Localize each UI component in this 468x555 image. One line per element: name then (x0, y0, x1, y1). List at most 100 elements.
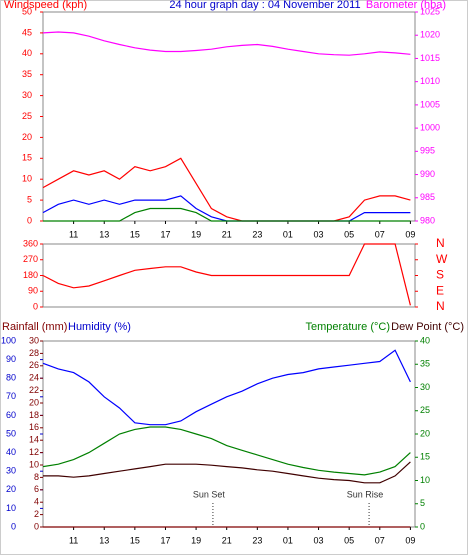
y-tick-label: 45 (22, 27, 32, 37)
y-tick-label: 2 (34, 509, 39, 519)
y-tick-label: 180 (23, 270, 38, 280)
y-tick-label: E (436, 283, 444, 297)
y-tick-label: 30 (6, 466, 16, 476)
y-tick-label: 15 (22, 153, 32, 163)
y-tick-label: 0 (420, 521, 425, 531)
y-tick-label: 80 (6, 373, 16, 383)
x-tick-label: 21 (222, 535, 232, 545)
x-tick-label: 11 (69, 535, 78, 545)
y-tick-label: 90 (28, 286, 38, 296)
x-tick-label: 05 (344, 229, 354, 239)
y-tick-label: 40 (22, 48, 32, 58)
y-tick-label: 10 (29, 459, 39, 469)
y-tick-label: 0 (34, 521, 39, 531)
y-tick-label: 0 (33, 301, 38, 311)
annotation: Sun Set (193, 489, 226, 499)
y-tick-label: 8 (34, 472, 39, 482)
y-tick-label: 1025 (420, 6, 440, 16)
x-tick-label: 07 (375, 229, 385, 239)
x-tick-label: 03 (314, 535, 324, 545)
x-tick-label: 19 (191, 535, 201, 545)
chart-title: 24 hour graph day : 04 November 2011 (169, 0, 360, 11)
y-tick-label: 1020 (420, 30, 440, 40)
y-tick-label: 1010 (420, 76, 440, 86)
x-tick-label: 09 (405, 229, 415, 239)
y-tick-label: 4 (34, 497, 39, 507)
series-line (42, 157, 411, 222)
y-tick-label: 12 (29, 447, 39, 457)
y-tick-label: 20 (22, 132, 32, 142)
x-tick-label: 23 (252, 229, 262, 239)
y-tick-label: W (436, 252, 448, 266)
barometer-label: Barometer (hba) (366, 0, 446, 11)
x-tick-label: 21 (222, 229, 232, 239)
y-tick-label: 16 (29, 422, 39, 432)
y-tick-label: 360 (23, 238, 38, 248)
y-tick-label: 0 (11, 521, 16, 531)
y-tick-label: 20 (6, 484, 16, 494)
y-tick-label: 35 (22, 69, 32, 79)
y-tick-label: 28 (29, 348, 39, 358)
x-tick-label: 19 (191, 229, 201, 239)
dewpoint-label: Dew Point (°C) (391, 321, 464, 333)
y-tick-label: 60 (6, 410, 16, 420)
y-tick-label: 50 (22, 6, 32, 16)
series-line (42, 31, 411, 56)
y-tick-label: 25 (22, 111, 32, 121)
annotation: Sun Rise (347, 489, 384, 499)
y-tick-label: 100 (1, 335, 16, 345)
x-tick-label: 23 (252, 535, 262, 545)
y-tick-label: 30 (29, 335, 39, 345)
y-tick-label: 30 (22, 90, 32, 100)
y-tick-label: 10 (22, 174, 32, 184)
x-tick-label: 03 (314, 229, 324, 239)
x-tick-label: 01 (283, 535, 293, 545)
y-tick-label: 1000 (420, 122, 440, 132)
y-tick-label: 50 (6, 428, 16, 438)
y-tick-label: 30 (420, 382, 430, 392)
y-tick-label: 90 (6, 354, 16, 364)
humidity-label: Humidity (%) (68, 321, 131, 333)
temperature-label: Temperature (°C) (306, 321, 390, 333)
x-tick-label: 15 (130, 229, 140, 239)
y-tick-label: 980 (420, 215, 435, 225)
rainfall-label: Rainfall (mm) (2, 321, 67, 333)
x-tick-label: 17 (160, 535, 170, 545)
x-tick-label: 13 (99, 535, 109, 545)
y-tick-label: 10 (6, 503, 16, 513)
x-tick-label: 15 (130, 535, 140, 545)
y-tick-label: S (436, 268, 444, 282)
y-tick-label: 70 (6, 391, 16, 401)
y-tick-label: 1015 (420, 53, 440, 63)
y-tick-label: 5 (420, 498, 425, 508)
series-line (43, 461, 411, 484)
series-line (42, 426, 411, 476)
y-tick-label: 5 (27, 194, 32, 204)
x-tick-label: 07 (375, 535, 385, 545)
x-tick-label: 13 (99, 229, 109, 239)
y-tick-label: 985 (420, 192, 435, 202)
x-tick-label: 05 (344, 535, 354, 545)
x-tick-label: 11 (69, 229, 78, 239)
y-tick-label: 40 (420, 335, 430, 345)
y-tick-label: N (436, 236, 445, 250)
series-line (42, 349, 411, 426)
y-tick-label: 22 (29, 385, 39, 395)
y-tick-label: 6 (34, 484, 39, 494)
x-tick-label: 17 (160, 229, 170, 239)
y-tick-label: 995 (420, 146, 435, 156)
y-tick-label: 24 (29, 373, 39, 383)
y-tick-label: 26 (29, 360, 39, 370)
y-tick-label: 20 (420, 428, 430, 438)
y-tick-label: 270 (23, 254, 38, 264)
series-line (42, 243, 411, 306)
y-tick-label: 35 (420, 359, 430, 369)
plot-area (42, 11, 416, 222)
y-tick-label: N (436, 299, 445, 313)
y-tick-label: 990 (420, 169, 435, 179)
series-line (43, 207, 411, 222)
y-tick-label: 14 (29, 435, 39, 445)
windspeed-label: Windspeed (kph) (4, 0, 87, 11)
y-tick-label: 1005 (420, 99, 440, 109)
